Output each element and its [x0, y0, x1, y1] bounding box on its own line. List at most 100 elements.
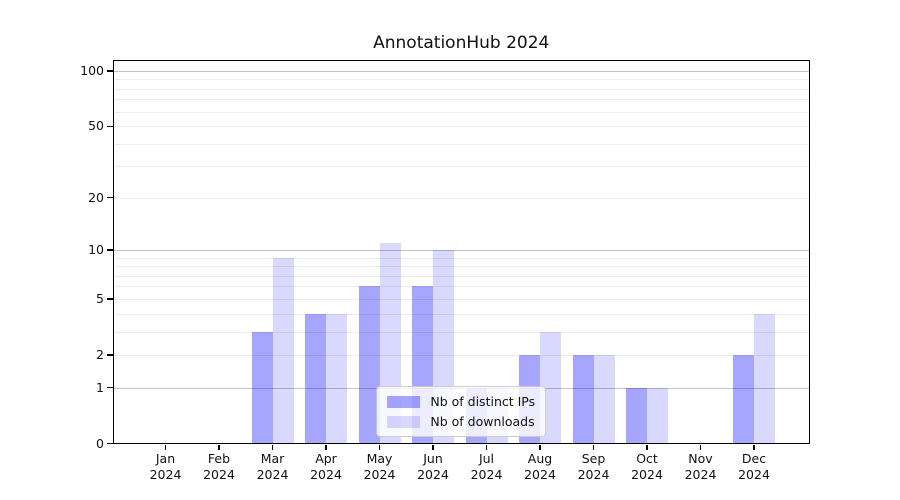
x-tick-mark-oct-2024	[646, 444, 648, 450]
legend-item-downloads: Nb of downloads	[387, 413, 535, 430]
gridline-40	[112, 143, 810, 145]
x-tick-mark-jun-2024	[432, 444, 434, 450]
x-tick-label-line: 2024	[470, 467, 503, 482]
y-tick-label-20: 20	[88, 189, 104, 205]
y-tick-mark-10	[106, 249, 113, 251]
y-tick-mark-5	[106, 298, 113, 300]
x-tick-label-line: Oct	[636, 451, 658, 466]
bar-nb-of-downloads-mar-2024	[272, 257, 294, 444]
gridline-2	[112, 354, 810, 356]
x-tick-mark-apr-2024	[325, 444, 327, 450]
gridline-10	[112, 249, 810, 251]
legend-label-downloads: Nb of downloads	[430, 414, 535, 429]
gridline-70	[112, 99, 810, 101]
x-tick-label-line: Jul	[478, 451, 495, 466]
x-tick-label-line: 2024	[524, 467, 556, 482]
x-tick-mark-jan-2024	[164, 444, 167, 450]
y-tick-label-1: 1	[96, 379, 104, 395]
x-tick-label-nov-2024: Nov 2024	[669, 451, 733, 483]
x-tick-label-line: May	[366, 451, 393, 466]
x-tick-mark-aug-2024	[539, 444, 541, 450]
bar-nb-of-distinct-ips-apr-2024	[305, 313, 326, 444]
gridline-50	[112, 126, 810, 128]
x-tick-label-aug-2024: Aug 2024	[508, 451, 572, 483]
x-tick-label-line: Jun	[423, 451, 443, 466]
x-tick-mark-dec-2024	[753, 444, 755, 450]
y-tick-label-5: 5	[96, 290, 104, 306]
x-tick-label-line: Nov	[688, 451, 713, 466]
gridline-30	[112, 166, 810, 168]
x-tick-label-line: 2024	[256, 467, 289, 482]
x-tick-label-jan-2024: Jan 2024	[134, 451, 198, 483]
gridline-80	[112, 88, 810, 90]
x-tick-label-line: 2024	[631, 467, 663, 482]
bar-nb-of-distinct-ips-dec-2024	[733, 354, 754, 444]
x-tick-label-line: 2024	[203, 467, 235, 482]
x-tick-label-line: 2024	[417, 467, 449, 482]
x-tick-label-jul-2024: Jul 2024	[455, 451, 519, 483]
gridline-4	[112, 313, 810, 315]
x-tick-label-line: Jan	[155, 451, 176, 466]
gridline-5	[112, 298, 810, 300]
bar-nb-of-distinct-ips-may-2024	[358, 286, 380, 444]
y-tick-mark-50	[106, 125, 113, 127]
gridline-20	[112, 197, 810, 199]
legend-label-distinct-ips: Nb of distinct IPs	[430, 394, 536, 409]
y-tick-label-2: 2	[96, 346, 104, 362]
bar-nb-of-downloads-sep-2024	[593, 354, 615, 444]
x-tick-label-sep-2024: Sep 2024	[562, 451, 626, 483]
bar-nb-of-downloads-oct-2024	[647, 387, 668, 444]
x-tick-label-may-2024: May 2024	[348, 451, 412, 483]
x-tick-mark-sep-2024	[592, 444, 595, 450]
y-tick-mark-1	[106, 387, 113, 389]
x-tick-label-line: 2024	[310, 467, 342, 482]
x-tick-mark-mar-2024	[271, 444, 274, 450]
x-tick-label-line: 2024	[149, 467, 182, 482]
x-tick-mark-may-2024	[378, 444, 381, 450]
plot-area: Nb of distinct IPs Nb of downloads	[112, 60, 810, 444]
y-tick-mark-2	[106, 354, 113, 356]
x-tick-label-line: 2024	[738, 467, 770, 482]
legend-swatch-downloads	[387, 415, 421, 428]
x-tick-label-apr-2024: Apr 2024	[294, 451, 358, 483]
legend: Nb of distinct IPs Nb of downloads	[376, 386, 547, 437]
x-tick-mark-feb-2024	[218, 444, 220, 450]
legend-item-distinct-ips: Nb of distinct IPs	[387, 393, 535, 410]
x-tick-label-dec-2024: Dec 2024	[722, 451, 786, 483]
gridline-7	[112, 275, 810, 277]
x-tick-label-jun-2024: Jun 2024	[401, 451, 465, 483]
y-tick-mark-0	[106, 443, 113, 445]
x-tick-label-line: Dec	[741, 451, 767, 466]
gridline-90	[112, 79, 810, 81]
bar-nb-of-distinct-ips-mar-2024	[251, 331, 273, 444]
x-tick-label-line: Aug	[527, 451, 553, 466]
legend-swatch-distinct-ips	[387, 395, 421, 408]
gridline-60	[112, 111, 810, 113]
x-tick-mark-nov-2024	[699, 444, 702, 450]
gridline-3	[112, 331, 810, 333]
x-tick-label-line: 2024	[363, 467, 396, 482]
x-tick-label-line: Sep	[581, 451, 606, 466]
y-tick-mark-100	[106, 70, 113, 72]
x-tick-label-mar-2024: Mar 2024	[241, 451, 305, 483]
gridline-100	[112, 70, 810, 72]
bar-nb-of-downloads-dec-2024	[754, 313, 775, 444]
gridline-6	[112, 286, 810, 288]
y-tick-label-100: 100	[80, 62, 104, 78]
y-tick-label-0: 0	[96, 435, 104, 451]
x-tick-label-line: Mar	[260, 451, 285, 466]
x-tick-label-line: 2024	[684, 467, 717, 482]
gridline-9	[112, 257, 810, 259]
bar-nb-of-distinct-ips-sep-2024	[572, 354, 594, 444]
bar-nb-of-distinct-ips-oct-2024	[626, 387, 647, 444]
x-tick-label-feb-2024: Feb 2024	[187, 451, 251, 483]
x-tick-label-line: Apr	[315, 451, 337, 466]
x-tick-label-line: 2024	[577, 467, 610, 482]
x-tick-label-oct-2024: Oct 2024	[615, 451, 679, 483]
chart-title: AnnotationHub 2024	[373, 33, 550, 53]
y-tick-mark-20	[106, 197, 113, 199]
x-tick-label-line: Feb	[207, 451, 231, 466]
bar-nb-of-downloads-apr-2024	[326, 313, 347, 444]
y-tick-label-10: 10	[88, 241, 104, 257]
